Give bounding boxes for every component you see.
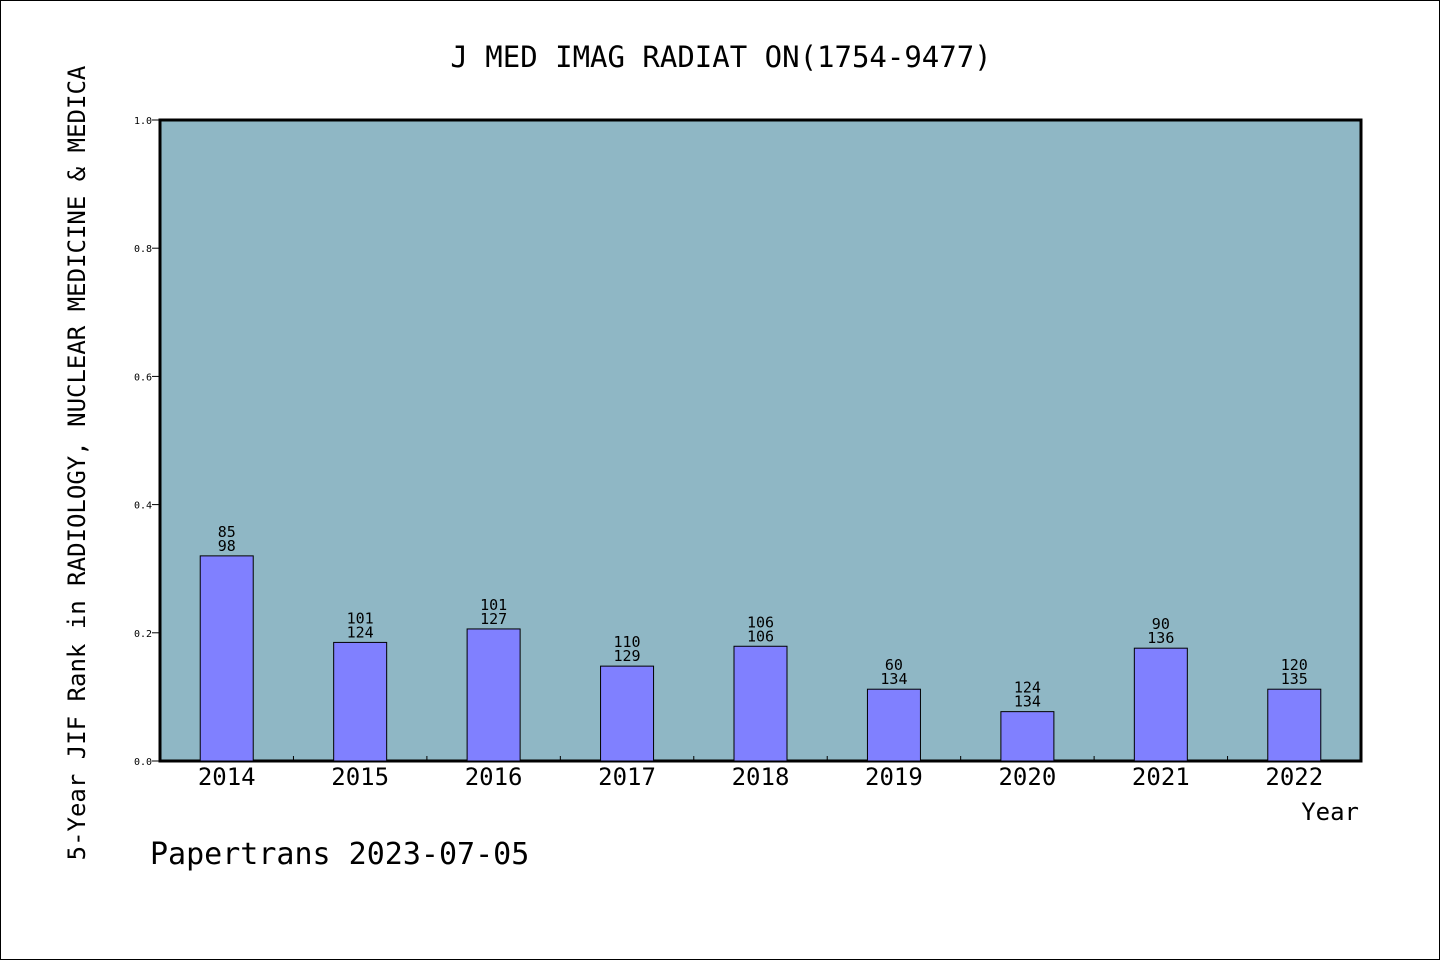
x-tick-label: 2021 [1132,763,1190,791]
x-tick-label: 2015 [331,763,389,791]
bar-rank-label: 85 [218,523,236,541]
y-axis-label: 5-Year JIF Rank in RADIOLOGY, NUCLEAR ME… [63,65,91,860]
bar-total-label: 134 [880,670,907,688]
y-tick-label: 1.0 [134,116,152,127]
chart-title: J MED IMAG RADIAT ON(1754-9477) [450,40,991,74]
y-tick-label: 0.4 [134,501,152,512]
bar-total-label: 129 [614,647,641,665]
y-tick-label: 0.2 [134,629,152,640]
footer-credit: Papertrans 2023-07-05 [150,837,529,872]
y-tick-label: 0.6 [134,372,152,383]
bar-total-label: 136 [1147,629,1174,647]
bar-2021 [1133,647,1188,762]
bar-2014 [199,555,254,762]
bar-rank-label: 90 [1152,615,1170,633]
x-axis: 2014 2015 2016 2017 2018 2019 2020 2021 2022 [198,756,1323,791]
bar-total-label: 106 [747,627,774,645]
x-tick-label: 2022 [1265,763,1323,791]
x-tick-label: 2018 [732,763,790,791]
y-tick-label: 0.0 [134,757,152,768]
bar-total-label: 98 [218,537,236,555]
bar-2018 [733,645,788,762]
bar-2019 [866,688,921,762]
bar-2016 [466,628,521,762]
y-tick-label: 0.8 [134,244,152,255]
bar-total-label: 127 [480,610,507,628]
bar-total-label: 134 [1014,693,1041,711]
bar-2020 [1000,711,1055,762]
bar-rank-label: 120 [1281,656,1308,674]
y-axis: 0.0 0.2 0.4 0.6 0.8 1.0 [134,116,160,768]
bar-rank-label: 101 [347,609,374,627]
x-tick-label: 2014 [198,763,256,791]
x-tick-label: 2020 [998,763,1056,791]
bar-rank-label: 124 [1014,679,1041,697]
bar-total-label: 135 [1281,670,1308,688]
bar-rank-label: 60 [885,656,903,674]
x-tick-label: 2016 [465,763,523,791]
x-tick-label: 2019 [865,763,923,791]
bar-total-label: 124 [347,623,374,641]
x-tick-label: 2017 [598,763,656,791]
x-axis-label: Year [1301,798,1359,826]
bar-2022 [1267,688,1322,762]
bar-rank-label: 110 [614,633,641,651]
bar-rank-label: 106 [747,613,774,631]
bar-rank-label: 101 [480,596,507,614]
bar-2017 [600,665,655,762]
bar-2015 [333,641,388,762]
